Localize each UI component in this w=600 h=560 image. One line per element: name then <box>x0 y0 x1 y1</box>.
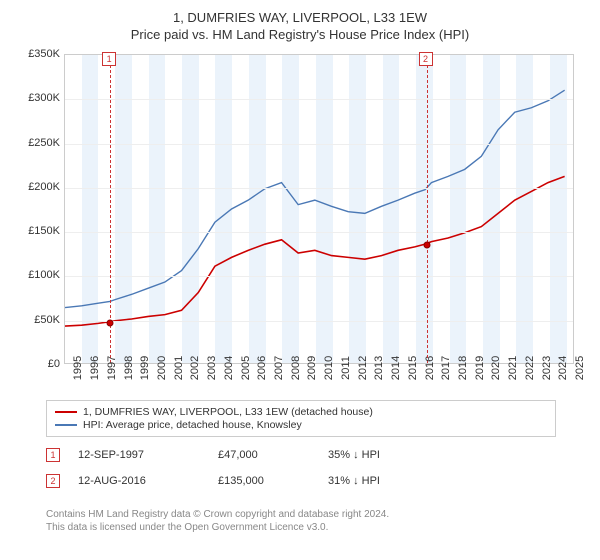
y-axis-label: £150K <box>16 225 60 237</box>
sale-delta-2: 31% ↓ HPI <box>328 475 448 487</box>
y-axis-label: £100K <box>16 269 60 281</box>
sale-price-1: £47,000 <box>218 449 328 461</box>
gridline-h <box>65 276 573 277</box>
x-axis-label: 2012 <box>357 356 369 380</box>
gridline-h <box>65 232 573 233</box>
x-axis-label: 2002 <box>189 356 201 380</box>
x-axis-label: 2023 <box>541 356 553 380</box>
footer-line-2: This data is licensed under the Open Gov… <box>46 521 556 534</box>
x-axis-label: 2001 <box>173 356 185 380</box>
x-axis-label: 2000 <box>156 356 168 380</box>
x-axis-label: 2024 <box>557 356 569 380</box>
x-axis-label: 2005 <box>240 356 252 380</box>
x-axis-label: 2015 <box>407 356 419 380</box>
chart-title-address: 1, DUMFRIES WAY, LIVERPOOL, L33 1EW <box>14 10 586 25</box>
x-axis-label: 2022 <box>524 356 536 380</box>
gridline-h <box>65 99 573 100</box>
sale-vline <box>110 55 111 363</box>
y-axis-label: £200K <box>16 181 60 193</box>
legend-swatch-hpi <box>55 424 77 426</box>
x-axis-label: 2013 <box>373 356 385 380</box>
sale-marker-top: 2 <box>419 52 433 66</box>
line-layer <box>65 55 573 363</box>
sale-vline <box>427 55 428 363</box>
x-axis-label: 2003 <box>206 356 218 380</box>
y-axis-label: £50K <box>16 314 60 326</box>
x-axis-label: 1995 <box>72 356 84 380</box>
legend-swatch-property <box>55 411 77 413</box>
x-axis-label: 1999 <box>139 356 151 380</box>
x-axis-label: 2019 <box>474 356 486 380</box>
x-axis-label: 2025 <box>574 356 586 380</box>
x-axis-label: 2018 <box>457 356 469 380</box>
plot-region <box>64 54 574 364</box>
sale-delta-1: 35% ↓ HPI <box>328 449 448 461</box>
chart-area: £0 £50K £100K £150K £200K £250K £300K £350K 1995… <box>18 50 578 400</box>
x-axis-label: 2009 <box>306 356 318 380</box>
legend-label-property: 1, DUMFRIES WAY, LIVERPOOL, L33 1EW (det… <box>83 406 373 418</box>
legend-label-hpi: HPI: Average price, detached house, Know… <box>83 419 302 431</box>
y-axis-label: £300K <box>16 92 60 104</box>
sale-row-1: 1 12-SEP-1997 £47,000 35% ↓ HPI <box>46 448 556 462</box>
legend-item-property: 1, DUMFRIES WAY, LIVERPOOL, L33 1EW (det… <box>55 406 547 418</box>
x-axis-label: 2004 <box>223 356 235 380</box>
footer-line-1: Contains HM Land Registry data © Crown c… <box>46 508 556 521</box>
x-axis-label: 2007 <box>273 356 285 380</box>
sale-dot <box>107 320 114 327</box>
sale-marker-1: 1 <box>46 448 60 462</box>
x-axis-label: 2008 <box>290 356 302 380</box>
x-axis-label: 1998 <box>123 356 135 380</box>
y-axis-label: £350K <box>16 48 60 60</box>
legend-item-hpi: HPI: Average price, detached house, Know… <box>55 419 547 431</box>
sale-price-2: £135,000 <box>218 475 328 487</box>
sale-date-1: 12-SEP-1997 <box>78 449 218 461</box>
x-axis-label: 2011 <box>340 356 352 380</box>
x-axis-label: 1997 <box>106 356 118 380</box>
sale-row-2: 2 12-AUG-2016 £135,000 31% ↓ HPI <box>46 474 556 488</box>
legend: 1, DUMFRIES WAY, LIVERPOOL, L33 1EW (det… <box>46 400 556 437</box>
y-axis-label: £250K <box>16 137 60 149</box>
x-axis-label: 2017 <box>440 356 452 380</box>
gridline-h <box>65 188 573 189</box>
series-line-hpi <box>65 90 565 307</box>
sale-marker-2: 2 <box>46 474 60 488</box>
sale-dot <box>423 242 430 249</box>
gridline-h <box>65 321 573 322</box>
x-axis-label: 2014 <box>390 356 402 380</box>
x-axis-label: 2020 <box>490 356 502 380</box>
gridline-h <box>65 144 573 145</box>
x-axis-label: 1996 <box>89 356 101 380</box>
x-axis-label: 2010 <box>323 356 335 380</box>
sale-date-2: 12-AUG-2016 <box>78 475 218 487</box>
series-line-property_price <box>65 176 565 326</box>
chart-title-sub: Price paid vs. HM Land Registry's House … <box>14 27 586 42</box>
x-axis-label: 2021 <box>507 356 519 380</box>
x-axis-label: 2016 <box>424 356 436 380</box>
x-axis-label: 2006 <box>256 356 268 380</box>
y-axis-label: £0 <box>16 358 60 370</box>
sale-marker-top: 1 <box>102 52 116 66</box>
footer-attribution: Contains HM Land Registry data © Crown c… <box>46 508 556 534</box>
